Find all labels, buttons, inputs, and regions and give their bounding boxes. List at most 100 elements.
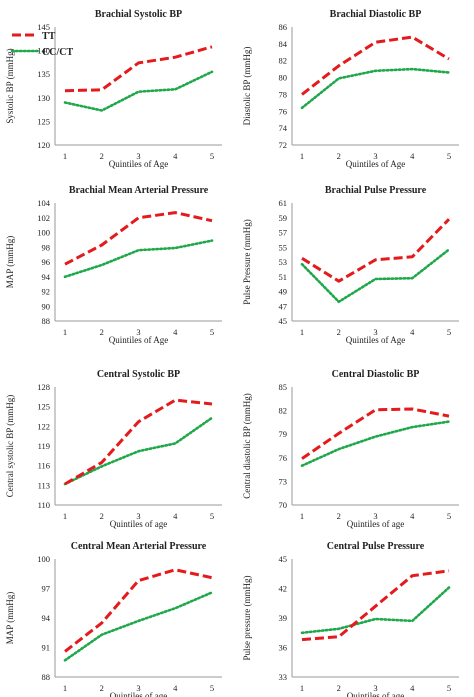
chart-panel-6: Central Diastolic BP 70 73 76 79 82 85 1 2 3 4 5 Qui… (242, 369, 459, 529)
y-tick-label: 33 (279, 672, 288, 682)
x-tick-label: 1 (300, 151, 304, 161)
y-tick-label: 100 (37, 554, 50, 564)
x-axis-label: Quintiles of age (347, 519, 405, 529)
x-tick-label: 3 (136, 511, 140, 521)
chart-panel-4: Brachial Pulse Pressure45474951535557596… (242, 185, 459, 345)
y-tick-label: 85 (279, 382, 288, 392)
series-line-cc-ct (63, 70, 214, 112)
x-tick-label: 5 (447, 151, 451, 161)
y-tick-label: 98 (42, 242, 51, 252)
y-tick-label: 55 (279, 242, 288, 252)
y-tick-label: 128 (37, 382, 50, 392)
x-tick-label: 4 (173, 151, 178, 161)
y-tick-label: 84 (279, 39, 288, 49)
x-tick-label: 2 (100, 327, 104, 337)
x-tick-label: 4 (410, 683, 415, 693)
x-axis-label: Quintiles of Age (109, 159, 169, 169)
x-tick-label: 1 (63, 327, 67, 337)
series-line-tt (64, 211, 213, 266)
y-tick-label: 110 (38, 500, 50, 510)
y-tick-label: 119 (38, 441, 50, 451)
series-line-tt (301, 35, 450, 96)
y-tick-label: 90 (42, 301, 51, 311)
x-tick-label: 2 (337, 683, 341, 693)
series-line-tt (64, 568, 213, 653)
chart-title: Central Pulse Pressure (327, 541, 425, 552)
y-tick-label: 59 (279, 213, 288, 223)
y-tick-label: 39 (279, 613, 288, 623)
x-tick-label: 5 (210, 327, 214, 337)
series-line-cc-ct (63, 416, 214, 486)
y-tick-label: 113 (38, 480, 50, 490)
x-tick-label: 2 (100, 151, 104, 161)
y-tick-label: 88 (42, 672, 51, 682)
y-tick-label: 80 (279, 73, 288, 83)
x-tick-label: 4 (410, 327, 415, 337)
x-axis-label: Quintiles of age (110, 691, 168, 697)
x-tick-label: 2 (337, 327, 341, 337)
chart-title: Central Mean Arterial Pressure (71, 541, 207, 552)
y-tick-label: 122 (37, 421, 50, 431)
y-tick-label: 135 (37, 69, 50, 79)
y-tick-label: 61 (279, 198, 288, 208)
chart-panel-5: Central Systolic BP110113116119122125128… (5, 369, 222, 529)
series-line-cc-ct (300, 67, 451, 110)
y-tick-label: 82 (279, 56, 288, 66)
y-axis-label: Systolic BP (mmHg) (5, 48, 15, 123)
y-tick-label: 94 (42, 613, 51, 623)
x-tick-label: 5 (210, 151, 214, 161)
x-tick-label: 3 (136, 327, 140, 337)
x-tick-label: 5 (447, 327, 451, 337)
y-tick-label: 51 (279, 272, 288, 282)
x-axis-label: Quintiles of age (110, 519, 168, 529)
y-tick-label: 57 (279, 228, 288, 238)
x-tick-label: 3 (373, 683, 377, 693)
y-tick-label: 82 (279, 406, 288, 416)
y-tick-label: 74 (279, 123, 288, 133)
y-tick-label: 125 (37, 402, 50, 412)
x-tick-label: 2 (337, 511, 341, 521)
y-axis-label: Central diastolic BP (mmHg) (242, 393, 252, 498)
y-tick-label: 125 (37, 116, 50, 126)
y-tick-label: 100 (37, 228, 50, 238)
series-line-tt (64, 398, 213, 486)
x-tick-label: 1 (300, 327, 304, 337)
y-tick-label: 76 (279, 453, 288, 463)
y-tick-label: 73 (279, 476, 288, 486)
y-tick-label: 72 (279, 140, 288, 150)
x-tick-label: 5 (447, 683, 451, 693)
y-tick-label: 97 (42, 584, 51, 594)
y-tick-label: 94 (42, 272, 51, 282)
x-axis-label: Quintiles of Age (346, 159, 406, 169)
y-tick-label: 120 (37, 140, 50, 150)
chart-title: Brachial Pulse Pressure (325, 185, 427, 196)
chart-title: Central Diastolic BP (332, 369, 420, 380)
y-tick-label: 92 (42, 287, 51, 297)
x-tick-label: 3 (373, 327, 377, 337)
series-line-cc-ct (63, 239, 214, 279)
x-tick-label: 3 (373, 151, 377, 161)
x-tick-label: 1 (300, 511, 304, 521)
chart-title: Brachial Systolic BP (95, 9, 182, 20)
y-tick-label: 45 (279, 316, 288, 326)
legend: TT CC/CT (10, 31, 73, 58)
y-tick-label: 104 (37, 198, 51, 208)
y-tick-label: 78 (279, 89, 288, 99)
series-line-cc-ct (300, 420, 451, 468)
y-tick-label: 79 (279, 429, 288, 439)
series-line-cc-ct (300, 248, 451, 304)
x-tick-label: 2 (100, 511, 104, 521)
x-tick-label: 3 (373, 511, 377, 521)
x-tick-label: 4 (173, 511, 178, 521)
y-tick-label: 49 (279, 287, 288, 297)
x-tick-label: 1 (300, 683, 304, 693)
chart-panel-2: Brachial Diastolic BP 72 74 76 78 80 82 84 86 1 2 3… (242, 9, 459, 169)
y-tick-label: 42 (279, 584, 288, 594)
chart-panel-7: Central Mean Arterial Pressure 88 91 94 97 10… (5, 541, 222, 697)
series-line-cc-ct (63, 591, 214, 662)
series-line-tt (301, 218, 451, 283)
x-tick-label: 5 (447, 511, 451, 521)
x-tick-label: 1 (63, 511, 67, 521)
x-tick-label: 4 (173, 327, 178, 337)
